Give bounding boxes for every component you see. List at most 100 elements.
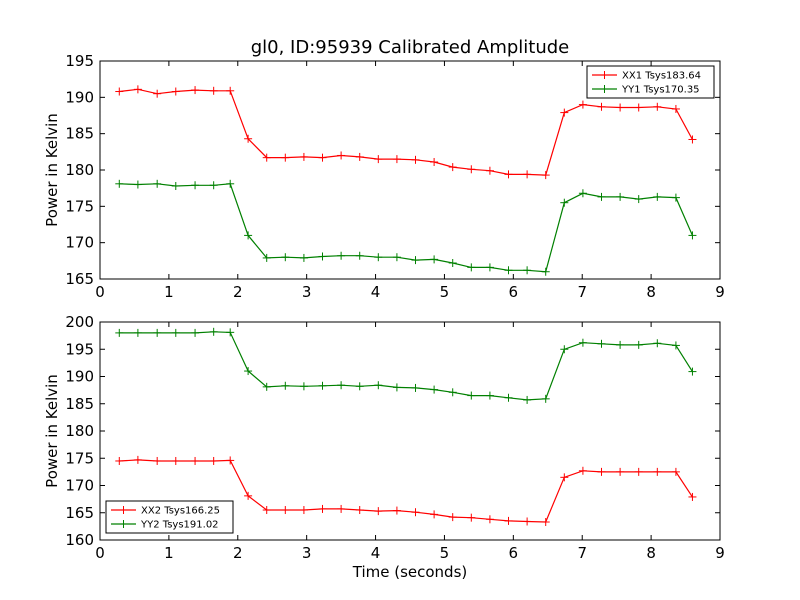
data-point-1-1-24 xyxy=(560,345,569,354)
data-point-0-0-27 xyxy=(616,103,625,112)
x-tick-label-1-7: 7 xyxy=(577,544,587,562)
data-point-0-1-5 xyxy=(209,181,218,190)
x-tick-label-0-4: 4 xyxy=(371,283,381,301)
data-point-0-1-16 xyxy=(411,256,420,265)
x-tick-label-1-4: 4 xyxy=(371,544,381,562)
data-point-1-1-1 xyxy=(133,328,142,337)
data-point-0-1-29 xyxy=(653,192,662,201)
data-point-1-1-31 xyxy=(688,367,697,376)
x-tick-label-0-8: 8 xyxy=(646,283,656,301)
data-point-0-1-14 xyxy=(374,253,383,262)
data-point-0-0-13 xyxy=(355,152,364,161)
data-point-1-0-18 xyxy=(448,513,457,522)
y-tick-label-1-4: 180 xyxy=(65,422,94,440)
data-point-1-0-10 xyxy=(299,506,308,515)
data-point-1-1-26 xyxy=(597,339,606,348)
data-point-0-0-23 xyxy=(541,171,550,180)
data-point-0-0-10 xyxy=(299,152,308,161)
data-point-0-1-0 xyxy=(115,179,124,188)
data-point-1-0-0 xyxy=(115,456,124,465)
bottom-chart-panel: 0 1 2 3 4 5 6 7 8 9 160 165 170 175 180 185 190 195 200 Tim… xyxy=(43,313,725,581)
data-point-0-1-10 xyxy=(299,253,308,262)
data-point-1-0-20 xyxy=(485,515,494,524)
data-point-0-1-23 xyxy=(541,267,550,276)
data-point-0-0-4 xyxy=(191,86,200,95)
data-point-0-0-22 xyxy=(523,170,532,179)
data-point-0-1-27 xyxy=(616,192,625,201)
data-point-1-0-8 xyxy=(262,506,271,515)
y-axis-label-0: Power in Kelvin xyxy=(43,113,61,227)
data-point-0-0-12 xyxy=(337,151,346,160)
legend-label-1-0: XX2 Tsys166.25 xyxy=(141,506,220,517)
data-point-1-1-18 xyxy=(448,388,457,397)
data-point-1-0-22 xyxy=(523,517,532,526)
legend-box-1 xyxy=(105,500,234,534)
y-tick-label-1-8: 200 xyxy=(65,313,94,331)
data-point-0-1-25 xyxy=(578,189,587,198)
y-tick-label-1-2: 170 xyxy=(65,477,94,495)
data-point-1-1-8 xyxy=(262,382,271,391)
data-point-1-1-22 xyxy=(523,395,532,404)
y-tick-label-1-1: 165 xyxy=(65,504,94,522)
x-tick-label-1-9: 9 xyxy=(715,544,725,562)
data-point-1-1-17 xyxy=(430,385,439,394)
data-point-1-0-9 xyxy=(281,506,290,515)
legend-entry-0-0: XX1 Tsys183.64 xyxy=(592,71,701,82)
x-tick-label-1-6: 6 xyxy=(509,544,519,562)
data-point-0-0-0 xyxy=(115,87,124,96)
data-point-1-0-12 xyxy=(337,504,346,513)
data-point-0-0-28 xyxy=(634,103,643,112)
data-point-0-1-9 xyxy=(281,253,290,262)
data-point-1-0-16 xyxy=(411,508,420,517)
x-tick-label-0-6: 6 xyxy=(509,283,519,301)
data-point-0-1-2 xyxy=(153,179,162,188)
data-point-1-0-14 xyxy=(374,507,383,516)
data-point-0-1-19 xyxy=(467,263,476,272)
data-point-1-1-6 xyxy=(226,328,235,337)
data-point-1-1-23 xyxy=(541,394,550,403)
data-point-0-0-24 xyxy=(560,108,569,117)
data-point-1-1-7 xyxy=(244,367,253,376)
data-point-0-0-26 xyxy=(597,102,606,111)
data-point-1-1-21 xyxy=(504,393,513,402)
data-point-1-0-25 xyxy=(578,466,587,475)
x-tick-label-0-3: 3 xyxy=(302,283,312,301)
data-point-1-0-29 xyxy=(653,467,662,476)
top-chart-panel: 0 1 2 3 4 5 6 7 8 9 165 170 175 180 185 190 195 gl0, ID:9… xyxy=(43,37,725,301)
legend-box-0 xyxy=(586,65,715,99)
data-point-0-0-1 xyxy=(133,85,142,94)
legend-label-1-1: YY2 Tsys191.02 xyxy=(140,520,219,531)
x-tick-label-1-0: 0 xyxy=(95,544,105,562)
data-point-1-0-15 xyxy=(392,506,401,515)
data-point-1-0-19 xyxy=(467,513,476,522)
data-point-0-1-30 xyxy=(671,193,680,202)
data-point-0-1-8 xyxy=(262,253,271,262)
data-point-1-0-30 xyxy=(671,467,680,476)
x-tick-label-0-2: 2 xyxy=(233,283,243,301)
data-point-0-1-4 xyxy=(191,181,200,190)
data-point-0-1-6 xyxy=(226,179,235,188)
data-point-1-1-11 xyxy=(318,381,327,390)
data-point-0-0-6 xyxy=(226,86,235,95)
data-point-0-0-30 xyxy=(671,104,680,113)
data-point-1-1-25 xyxy=(578,338,587,347)
data-point-0-0-3 xyxy=(171,87,180,96)
data-point-1-0-13 xyxy=(355,506,364,515)
y-tick-label-0-2: 175 xyxy=(65,197,94,215)
data-point-0-1-20 xyxy=(485,263,494,272)
data-point-1-0-4 xyxy=(191,456,200,465)
y-tick-label-1-6: 190 xyxy=(65,368,94,386)
data-point-0-1-17 xyxy=(430,255,439,264)
data-point-1-1-3 xyxy=(171,328,180,337)
data-point-1-0-6 xyxy=(226,456,235,465)
legend-entry-0-1: YY1 Tsys170.35 xyxy=(592,85,700,96)
data-point-1-0-11 xyxy=(318,504,327,513)
data-point-1-1-29 xyxy=(653,339,662,348)
x-tick-label-0-0: 0 xyxy=(95,283,105,301)
data-point-1-1-2 xyxy=(153,328,162,337)
data-point-0-1-13 xyxy=(355,251,364,260)
data-point-0-1-1 xyxy=(133,180,142,189)
x-tick-label-0-5: 5 xyxy=(440,283,450,301)
data-point-1-0-2 xyxy=(153,456,162,465)
